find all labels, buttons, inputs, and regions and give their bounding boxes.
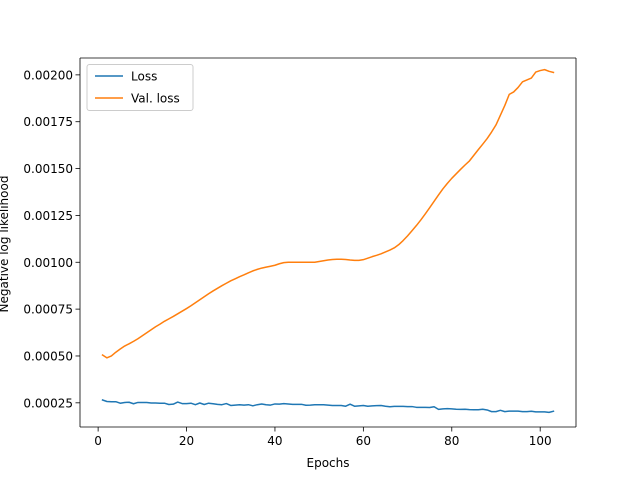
x-tick-label: 100 <box>529 434 552 448</box>
y-tick-label: 0.00025 <box>23 396 73 410</box>
y-tick-label: 0.00050 <box>23 349 73 363</box>
series-line-val-loss <box>101 68 555 359</box>
x-tick-label: 0 <box>94 434 102 448</box>
plot-area <box>80 58 576 427</box>
y-tick-label: 0.00175 <box>23 115 73 129</box>
series-line-loss <box>101 399 555 414</box>
x-tick-label: 20 <box>179 434 194 448</box>
legend: Loss Val. loss <box>86 64 194 111</box>
y-axis-label: Negative log likelihood <box>0 176 11 313</box>
y-tick-label: 0.00100 <box>23 256 73 270</box>
x-tick-label: 60 <box>356 434 371 448</box>
legend-label: Val. loss <box>131 92 180 106</box>
x-tick-label: 80 <box>444 434 459 448</box>
axes: 0 20 40 60 80 100 0.00025 0.00050 0.00075 0.00100… <box>23 57 577 448</box>
y-tick-label: 0.00150 <box>23 162 73 176</box>
y-tick-label: 0.00200 <box>23 68 73 82</box>
x-tick-label: 40 <box>267 434 282 448</box>
y-tick-label: 0.00125 <box>23 209 73 223</box>
legend-label: Loss <box>131 70 157 84</box>
y-tick-label: 0.00075 <box>23 303 73 317</box>
x-axis-label: Epochs <box>307 456 350 470</box>
plot-background <box>80 58 576 427</box>
